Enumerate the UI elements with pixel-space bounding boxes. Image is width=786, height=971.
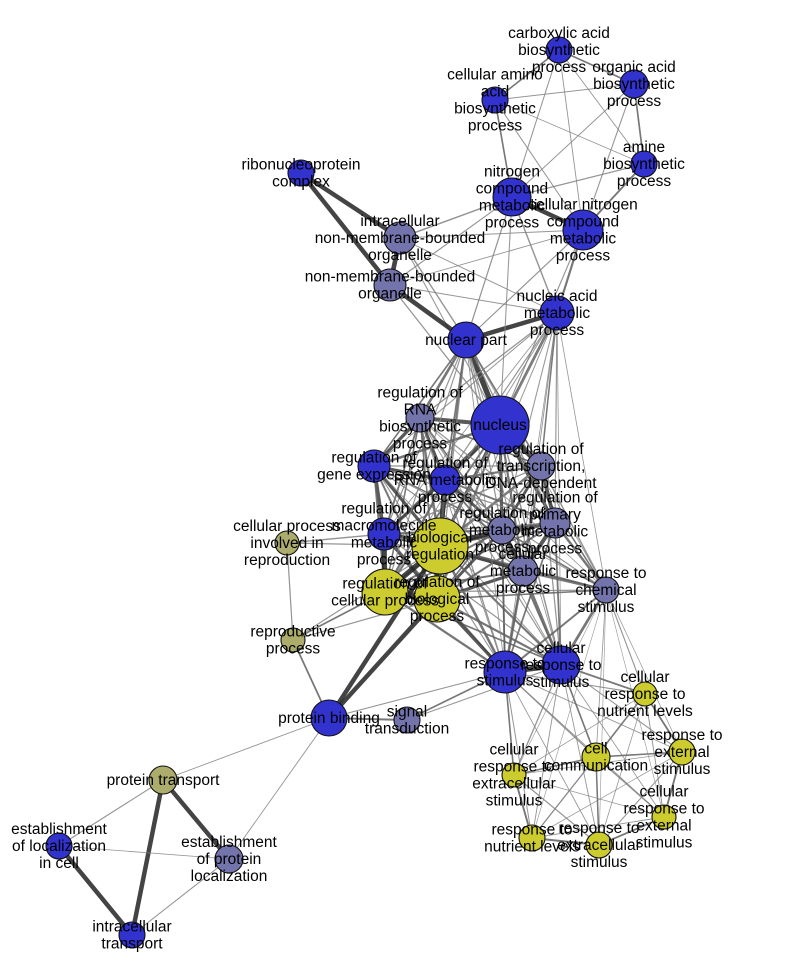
- svg-text:external: external: [654, 744, 709, 761]
- svg-text:cellular: cellular: [489, 742, 538, 759]
- svg-text:regulation of: regulation of: [394, 574, 480, 591]
- svg-text:RNA: RNA: [404, 402, 437, 419]
- svg-text:stimulus: stimulus: [486, 793, 543, 810]
- svg-text:biosynthetic: biosynthetic: [593, 76, 675, 93]
- svg-text:involved in: involved in: [250, 535, 323, 552]
- svg-text:non-membrane-bounded: non-membrane-bounded: [305, 269, 476, 286]
- svg-text:process: process: [266, 641, 321, 658]
- svg-text:nitrogen: nitrogen: [484, 164, 540, 181]
- svg-text:biological: biological: [405, 591, 470, 608]
- svg-text:establishment: establishment: [181, 834, 277, 851]
- svg-text:metabolic: metabolic: [524, 305, 591, 322]
- svg-text:process: process: [485, 215, 540, 232]
- svg-text:amine: amine: [623, 139, 665, 156]
- svg-text:cell: cell: [584, 741, 607, 758]
- svg-text:extracellular: extracellular: [472, 776, 556, 793]
- svg-text:regulation of: regulation of: [512, 490, 598, 507]
- svg-text:reproductive: reproductive: [250, 624, 335, 641]
- svg-text:nucleic acid: nucleic acid: [517, 288, 598, 305]
- svg-text:cellular amino: cellular amino: [447, 67, 543, 84]
- svg-text:regulation: regulation: [406, 547, 474, 564]
- svg-text:organic acid: organic acid: [592, 59, 676, 76]
- svg-text:localization: localization: [191, 868, 268, 885]
- svg-text:organelle: organelle: [368, 247, 432, 264]
- svg-text:process: process: [607, 93, 662, 110]
- svg-text:response to: response to: [474, 759, 555, 776]
- svg-text:response to: response to: [566, 565, 647, 582]
- svg-text:process: process: [357, 552, 412, 569]
- svg-text:intracellular: intracellular: [92, 919, 171, 936]
- svg-text:regulation of: regulation of: [459, 505, 545, 522]
- svg-text:signal: signal: [387, 704, 428, 721]
- svg-text:transport: transport: [101, 936, 163, 953]
- svg-text:process: process: [556, 248, 611, 265]
- svg-text:biosynthetic: biosynthetic: [379, 419, 461, 436]
- svg-text:nuclear part: nuclear part: [425, 332, 508, 349]
- svg-text:RNA metabolic: RNA metabolic: [394, 472, 497, 489]
- svg-text:nucleus: nucleus: [473, 417, 527, 434]
- svg-text:transcription,: transcription,: [497, 458, 586, 475]
- svg-text:biosynthetic: biosynthetic: [603, 156, 685, 173]
- svg-text:protein transport: protein transport: [107, 772, 221, 789]
- svg-text:intracellular: intracellular: [360, 213, 439, 230]
- svg-text:communication: communication: [544, 758, 648, 775]
- svg-text:response to: response to: [605, 686, 686, 703]
- svg-text:stimulus: stimulus: [477, 673, 534, 690]
- svg-text:cellular: cellular: [639, 784, 688, 801]
- svg-text:cellular nitrogen: cellular nitrogen: [528, 197, 637, 214]
- svg-text:response to: response to: [559, 820, 640, 837]
- svg-text:process: process: [410, 608, 465, 625]
- svg-text:stimulus: stimulus: [533, 674, 590, 691]
- svg-text:process: process: [617, 173, 672, 190]
- svg-text:reproduction: reproduction: [244, 552, 330, 569]
- svg-text:stimulus: stimulus: [636, 835, 693, 852]
- svg-text:stimulus: stimulus: [654, 761, 711, 778]
- svg-text:regulation of: regulation of: [341, 501, 427, 518]
- svg-text:organelle: organelle: [358, 286, 422, 303]
- svg-text:process: process: [530, 322, 585, 339]
- svg-text:process: process: [468, 118, 523, 135]
- svg-text:compound: compound: [547, 214, 619, 231]
- svg-text:stimulus: stimulus: [571, 854, 628, 871]
- svg-text:non-membrane-bounded: non-membrane-bounded: [315, 230, 486, 247]
- svg-text:nutrient levels: nutrient levels: [597, 703, 693, 720]
- svg-text:cellular process: cellular process: [233, 518, 341, 535]
- svg-text:biosynthetic: biosynthetic: [454, 101, 536, 118]
- svg-text:response to: response to: [624, 801, 705, 818]
- svg-text:response to: response to: [521, 657, 602, 674]
- svg-text:regulation of: regulation of: [377, 385, 463, 402]
- svg-text:stimulus: stimulus: [578, 599, 635, 616]
- svg-text:cellular: cellular: [536, 640, 585, 657]
- svg-text:metabolic: metabolic: [469, 522, 536, 539]
- svg-text:of protein: of protein: [197, 851, 262, 868]
- svg-text:establishment: establishment: [11, 821, 107, 838]
- svg-text:of localization: of localization: [12, 838, 106, 855]
- svg-text:transduction: transduction: [365, 721, 449, 738]
- svg-text:regulation of: regulation of: [402, 455, 488, 472]
- svg-text:external: external: [636, 818, 691, 835]
- svg-text:response to: response to: [642, 727, 723, 744]
- svg-text:cellular: cellular: [620, 669, 669, 686]
- svg-text:regulation of: regulation of: [498, 441, 584, 458]
- svg-text:biosynthetic: biosynthetic: [518, 42, 600, 59]
- svg-text:process: process: [496, 580, 551, 597]
- svg-text:acid: acid: [481, 84, 509, 101]
- svg-text:biological: biological: [408, 530, 473, 547]
- svg-text:metabolic: metabolic: [550, 231, 617, 248]
- svg-text:ribonucleoprotein: ribonucleoprotein: [242, 157, 361, 174]
- svg-text:compound: compound: [476, 181, 548, 198]
- svg-text:chemical: chemical: [575, 582, 636, 599]
- svg-text:cellular: cellular: [498, 546, 547, 563]
- svg-text:in cell: in cell: [39, 855, 79, 872]
- svg-text:carboxylic acid: carboxylic acid: [508, 25, 610, 42]
- svg-text:extracellular: extracellular: [557, 837, 641, 854]
- svg-text:complex: complex: [272, 174, 330, 191]
- svg-text:metabolic: metabolic: [490, 563, 557, 580]
